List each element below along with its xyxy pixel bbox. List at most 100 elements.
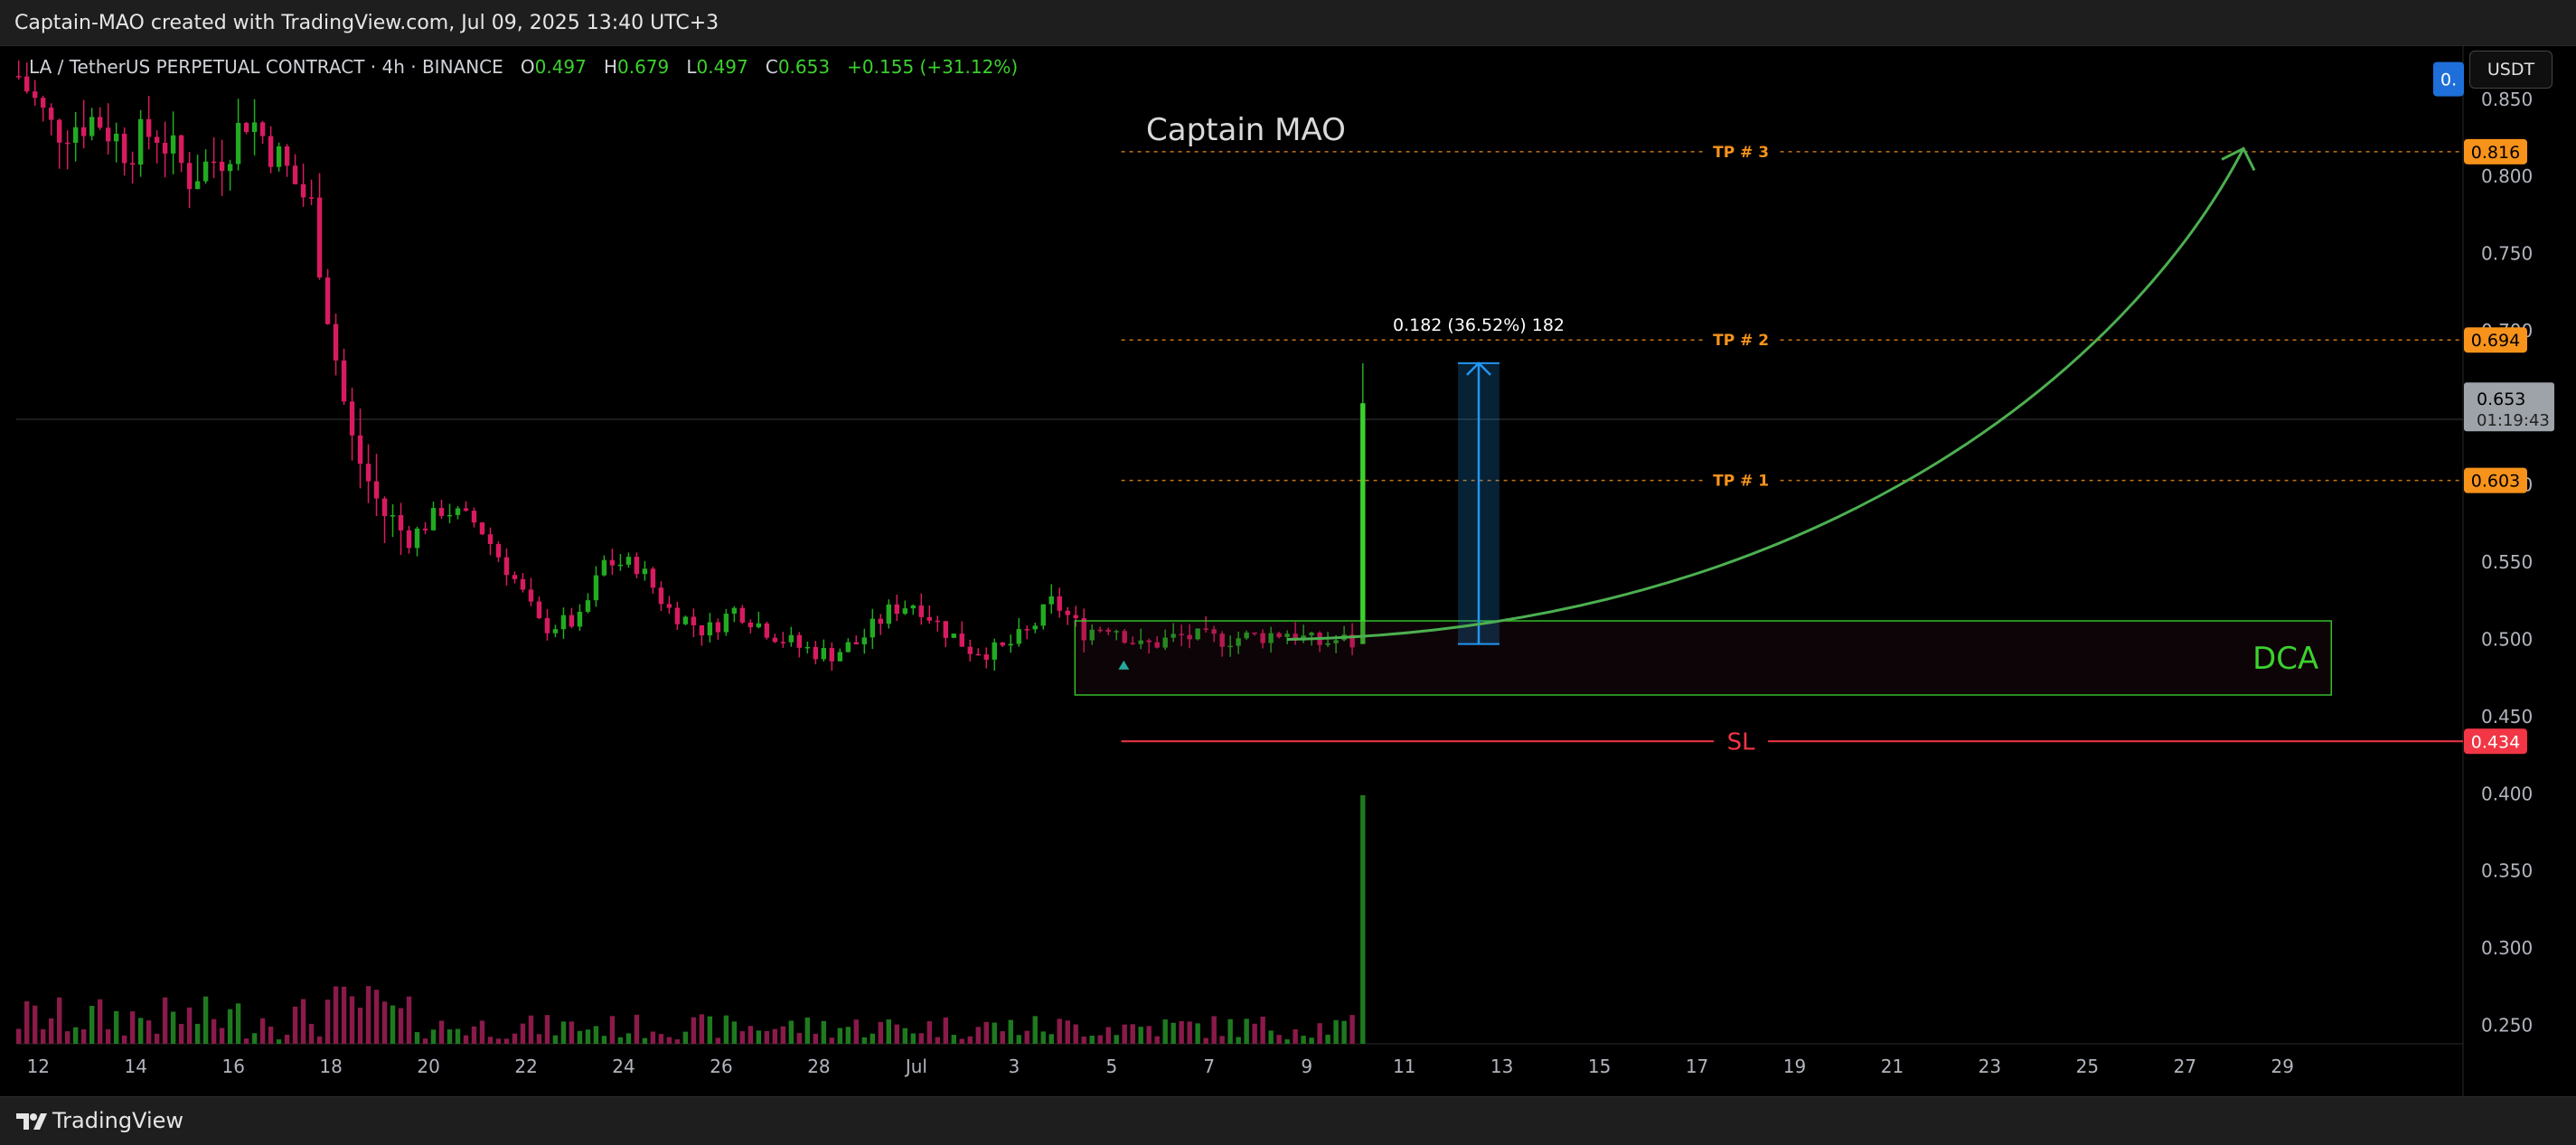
- volume-bar: [479, 1020, 485, 1044]
- volume-bar: [422, 1038, 428, 1044]
- candle-body: [560, 615, 567, 630]
- volume-bar: [1138, 1027, 1143, 1044]
- projection-arrow-head: [2221, 146, 2256, 172]
- candle-body: [536, 601, 542, 618]
- volume-bar: [723, 1015, 729, 1044]
- volume-bar: [910, 1033, 916, 1044]
- volume-bar: [1333, 1019, 1339, 1044]
- volume-bar: [1349, 1015, 1355, 1044]
- candle-body: [170, 135, 176, 154]
- volume-bar: [1211, 1016, 1217, 1044]
- header-text: Captain-MAO created with TradingView.com…: [14, 12, 719, 34]
- volume-bar: [1016, 1035, 1021, 1044]
- volume-bar: [772, 1028, 778, 1044]
- volume-bar: [72, 1027, 79, 1044]
- candle-body: [804, 646, 811, 649]
- volume-bar: [430, 1029, 437, 1044]
- partial-label: 0.: [2440, 70, 2457, 90]
- volume-bar: [1187, 1021, 1192, 1044]
- volume-bar: [886, 1019, 892, 1044]
- candle-body: [1097, 629, 1103, 632]
- volume-bar: [739, 1031, 746, 1044]
- volume-bar: [154, 1033, 160, 1044]
- footer-brand[interactable]: TradingView: [52, 1108, 184, 1133]
- symbol-name[interactable]: LA / TetherUS PERPETUAL CONTRACT · 4h · …: [29, 56, 503, 78]
- volume-bar: [512, 1033, 518, 1044]
- candle-body: [593, 575, 599, 601]
- volume-bar: [992, 1022, 997, 1044]
- volume-bar: [682, 1031, 689, 1044]
- volume-bar: [804, 1017, 811, 1044]
- candle-body: [105, 127, 111, 142]
- candle-body: [1268, 633, 1274, 643]
- volume-bar: [1236, 1037, 1241, 1044]
- candle-body: [959, 634, 964, 647]
- time-tick: 20: [417, 1056, 439, 1077]
- candle-body: [1309, 633, 1314, 636]
- volume-bar: [1284, 1039, 1290, 1044]
- volume-bar: [1162, 1019, 1168, 1044]
- volume-bar: [585, 1029, 591, 1044]
- price-tick: 0.450: [2481, 706, 2533, 727]
- partial-label-bg: [2433, 61, 2464, 97]
- candle-body: [821, 648, 827, 660]
- candle-body: [24, 76, 30, 92]
- candle-body: [349, 401, 355, 436]
- candle-body: [56, 119, 62, 143]
- close-label: C: [765, 56, 778, 78]
- candle-body: [357, 435, 363, 465]
- volume-bar: [438, 1020, 445, 1044]
- volume-bar: [1309, 1037, 1314, 1044]
- candle-body: [129, 163, 136, 165]
- volume-bar: [593, 1026, 599, 1044]
- time-axis[interactable]: 12 14 16 18 20 22 24 26 28 Jul 3 5 7 9 11 13 15 17 19 21 23 2…: [27, 1056, 2294, 1077]
- candle-body: [634, 557, 640, 575]
- candle-body: [1252, 632, 1257, 634]
- time-tick: 24: [612, 1056, 635, 1077]
- candle-body: [1219, 634, 1225, 647]
- candle-body: [194, 181, 201, 190]
- candle-body: [414, 528, 420, 549]
- volume-bar: [194, 1023, 201, 1044]
- high-label: H: [603, 56, 617, 78]
- price-axis[interactable]: 0.8500.8000.7500.7000.6500.6000.5500.500…: [2481, 89, 2533, 1037]
- time-tick: 12: [27, 1056, 50, 1077]
- tp-label: TP # 1: [1713, 473, 1769, 491]
- candle-body: [308, 197, 315, 199]
- candle-body: [764, 623, 770, 638]
- candle-body: [1154, 642, 1160, 648]
- candlestick-chart[interactable]: TP # 3 TP # 2 TP # 1 SL DCA 0.182 (36.52%) 18…: [0, 45, 2576, 1096]
- dca-label: DCA: [2252, 641, 2318, 677]
- volume-bar: [105, 1028, 111, 1044]
- volume-bar: [471, 1026, 477, 1044]
- time-tick: 18: [319, 1056, 342, 1077]
- candle-body: [121, 133, 127, 164]
- volume-bar: [1008, 1019, 1013, 1044]
- time-tick: 28: [807, 1056, 830, 1077]
- candle-body: [1146, 640, 1152, 643]
- time-tick: 25: [2076, 1056, 2099, 1077]
- volume-bar: [186, 1007, 193, 1044]
- volume-bar: [1065, 1020, 1070, 1044]
- candle-body: [870, 618, 876, 638]
- volume-bar: [845, 1027, 851, 1044]
- candle-body: [202, 161, 209, 182]
- volume-bar: [211, 1018, 217, 1044]
- candle-body: [1349, 634, 1355, 648]
- volume-bar: [764, 1030, 770, 1044]
- volume-bar: [1268, 1030, 1274, 1044]
- price-label-bg: [2464, 138, 2527, 164]
- currency-button[interactable]: USDT: [2469, 51, 2552, 89]
- volume-bar: [24, 1001, 30, 1044]
- open-label: O: [520, 56, 535, 78]
- candle-body: [72, 127, 79, 144]
- candle-body: [796, 634, 803, 648]
- volume-bar: [552, 1035, 559, 1044]
- candle-body: [447, 514, 453, 517]
- candle-body: [97, 117, 103, 128]
- candle-body: [235, 123, 241, 164]
- candle-body: [333, 324, 339, 361]
- candle-body: [1333, 640, 1339, 643]
- volume-bar: [861, 1037, 868, 1044]
- tp-label-bg: [1703, 470, 1780, 491]
